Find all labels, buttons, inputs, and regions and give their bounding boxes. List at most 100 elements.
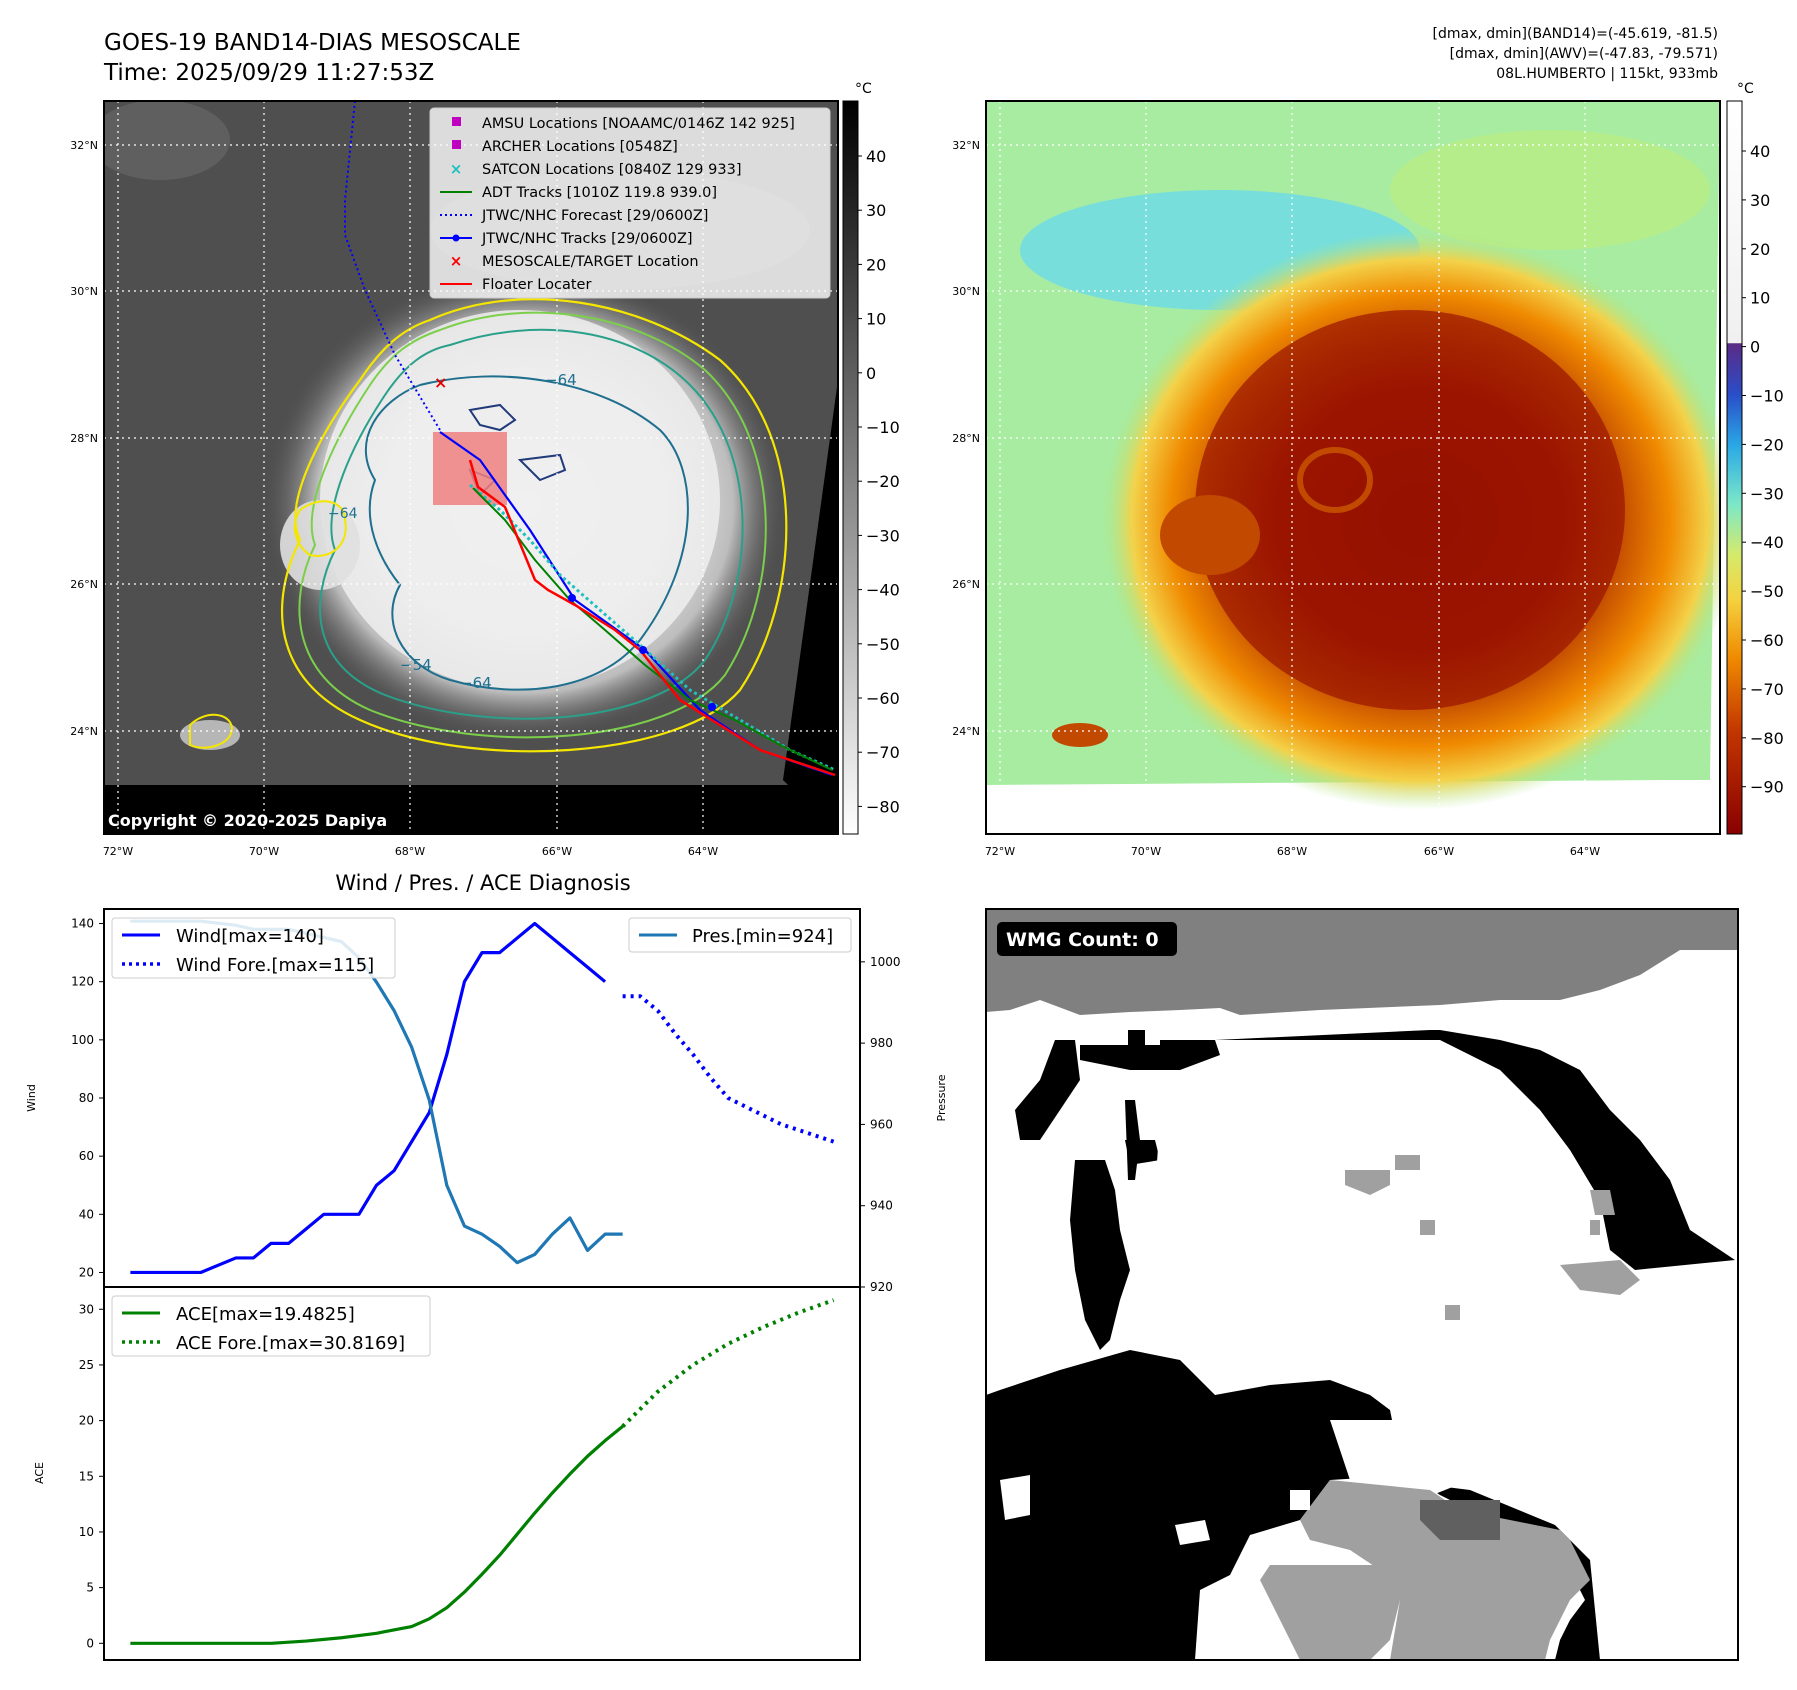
ir-cb-tick-8: −40	[866, 581, 900, 600]
legend-marker-1	[452, 140, 461, 149]
ir-legend: AMSU Locations [NOAAMC/0146Z 142 925] ARC…	[429, 107, 831, 299]
ace-legend-label: ACE[max=19.4825]	[176, 1304, 355, 1325]
satcon-track	[469, 483, 836, 772]
windChart-ytick-right-2: 960	[870, 1117, 893, 1131]
ir-contour-label-b: −64	[328, 506, 358, 522]
ir-colorbar-ticks: 40 30 20 10 0 −10 −20 −30 −40 −50 −60 −70 −80	[858, 147, 900, 816]
wind-pressure-chart: Wind / Pres. / ACE Diagnosis 20 40 60 80 100…	[25, 871, 948, 1294]
awv-colorbar-ticks: 40 30 20 10 0 −10 −20 −30 −40 −50 −60 −70 −80 −90	[1742, 142, 1784, 797]
awv-colorbar	[1726, 100, 1743, 835]
lon-label-0-3: 66°W	[542, 845, 572, 858]
figure-timestamp: Time: 2025/09/29 11:27:53Z	[103, 60, 434, 86]
windChart-series-1	[622, 994, 835, 1144]
legend-marker-5	[440, 234, 472, 242]
legend-marker-0	[452, 117, 461, 126]
figure-title: GOES-19 BAND14-DIAS MESOSCALE	[104, 30, 521, 56]
awv-gridlines	[986, 101, 1720, 834]
ir-cb-tick-11: −70	[866, 743, 900, 762]
awv-cb-tick-12: −80	[1750, 729, 1784, 748]
legend-label-0: AMSU Locations [NOAAMC/0146Z 142 925]	[482, 116, 795, 132]
awv-cb-tick-2: 20	[1750, 240, 1770, 259]
windChart-ytick-right-3: 980	[870, 1036, 893, 1050]
legend-marker-2: ×	[450, 160, 463, 178]
awv-imagery	[986, 101, 1720, 834]
ir-cb-tick-1: 30	[866, 201, 886, 220]
ir-cb-tick-3: 10	[866, 310, 886, 329]
legend-marker-6: ×	[450, 252, 463, 270]
wmg-count-badge	[997, 922, 1177, 956]
wind-legend-label: Wind[max=140]	[176, 926, 324, 947]
svg-text:×: ×	[450, 160, 463, 178]
dmax-band14-info: [dmax, dmin](BAND14)=(-45.619, -81.5)	[1433, 26, 1719, 42]
target-marker: ×	[434, 373, 447, 392]
awv-cb-tick-3: 10	[1750, 289, 1770, 308]
ir-contour-label-c: −64	[460, 674, 492, 692]
ir-contour-label-a: −64	[545, 371, 577, 389]
lon-label-0-0: 72°W	[103, 845, 133, 858]
windChart-ytick-3: 80	[79, 1091, 94, 1105]
legend-label-6: MESOSCALE/TARGET Location	[482, 254, 699, 270]
awv-colorbar-unit: °C	[1737, 81, 1754, 97]
map-tick-labels: 32°N 30°N 28°N 26°N 24°N 72°W 70°W 68°W 66°W 64°W…	[70, 139, 1600, 858]
aceChart-ytick-6: 30	[79, 1302, 94, 1316]
aceChart-ytick-1: 5	[86, 1581, 94, 1595]
diagnosis-chart-title: Wind / Pres. / ACE Diagnosis	[335, 871, 630, 895]
copyright-label: Copyright © 2020-2025 Dapiya	[108, 811, 387, 830]
aceChart-ytick-2: 10	[79, 1525, 94, 1539]
ir-cb-tick-4: 0	[866, 364, 876, 383]
ace-chart: 0 5 10 15 20 25 30 ACE ACE[max=19.4825] ACE Fo…	[33, 1286, 861, 1661]
lat-label-1-0: 32°N	[952, 139, 980, 152]
ir-cb-tick-6: −20	[866, 472, 900, 491]
lat-label-0-3: 26°N	[70, 578, 98, 591]
windChart-ytick-6: 140	[71, 917, 94, 931]
lat-label-0-1: 30°N	[70, 285, 98, 298]
windChart-ytick-4: 100	[71, 1033, 94, 1047]
ir-contour-inner	[364, 375, 689, 691]
floater-track	[468, 459, 836, 777]
ir-contour-yellow	[280, 298, 788, 753]
pressure-legend-label: Pres.[min=924]	[692, 926, 833, 947]
ir-cb-tick-7: −30	[866, 526, 900, 545]
adt-track	[472, 487, 833, 771]
windChart-series-0	[130, 921, 607, 1275]
awv-cb-tick-13: −90	[1750, 778, 1784, 797]
legend-label-7: Floater Locater	[482, 277, 591, 293]
ir-colorbar	[842, 100, 859, 835]
ace-axis-label: ACE	[33, 1462, 46, 1484]
pressure-axis-label: Pressure	[935, 1074, 948, 1121]
ir-map-panel: −64 −64 −64 −54	[103, 81, 900, 835]
awv-cb-tick-1: 30	[1750, 191, 1770, 210]
wind-forecast-legend-label: Wind Fore.[max=115]	[176, 955, 374, 976]
lon-label-0-4: 64°W	[688, 845, 718, 858]
wmg-eye-region	[1145, 1080, 1560, 1370]
windChart-ytick-2: 60	[79, 1149, 94, 1163]
ir-no-data-strip	[104, 785, 838, 834]
wmg-grey-region	[1300, 1480, 1590, 1660]
awv-cb-tick-5: −10	[1750, 387, 1784, 406]
wmg-panel: WMG Count: 0	[985, 908, 1739, 1661]
aceChart-ytick-4: 20	[79, 1414, 94, 1428]
ir-contour-teal	[319, 328, 744, 720]
ace-forecast-legend-label: ACE Fore.[max=30.8169]	[176, 1333, 405, 1354]
lat-label-1-4: 24°N	[952, 725, 980, 738]
aceChart-series-0	[130, 1425, 624, 1645]
windChart-ytick-right-4: 1000	[870, 955, 901, 969]
aceChart-series-1	[621, 1298, 835, 1428]
ir-cb-tick-2: 20	[866, 255, 886, 274]
awv-cb-tick-10: −60	[1750, 631, 1784, 650]
ir-cb-tick-9: −50	[866, 635, 900, 654]
ir-contour-green	[298, 311, 767, 739]
aceChart-ytick-0: 0	[86, 1636, 94, 1650]
aceChart-ytick-3: 15	[79, 1469, 94, 1483]
lat-label-1-1: 30°N	[952, 285, 980, 298]
lon-label-0-1: 70°W	[249, 845, 279, 858]
awv-cb-tick-11: −70	[1750, 680, 1784, 699]
lat-label-1-2: 28°N	[952, 432, 980, 445]
lon-label-1-0: 72°W	[985, 845, 1015, 858]
legend-label-3: ADT Tracks [1010Z 119.8 939.0]	[482, 185, 717, 201]
ir-cb-tick-5: −10	[866, 418, 900, 437]
lon-label-1-4: 64°W	[1570, 845, 1600, 858]
lon-label-1-2: 68°W	[1277, 845, 1307, 858]
lat-label-0-2: 28°N	[70, 432, 98, 445]
